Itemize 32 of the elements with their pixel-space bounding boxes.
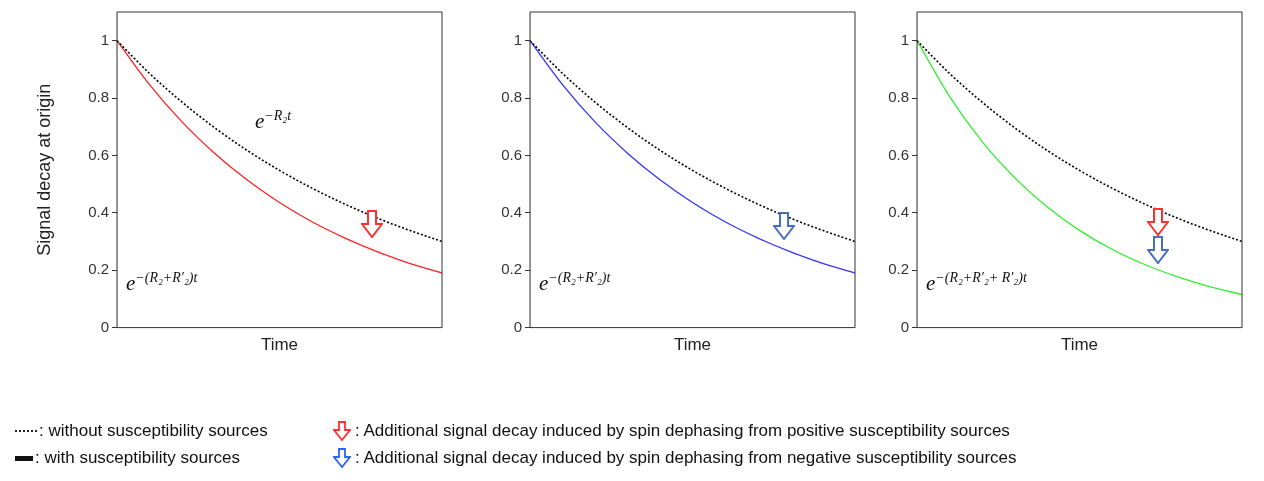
y-tick-label: 1	[513, 30, 522, 48]
text: : Additional signal decay induced by spin dephasing from positive susceptibility sources	[355, 421, 1010, 441]
x-axis-title: Time	[1060, 335, 1099, 355]
y-tick-label: 0.4	[888, 202, 909, 220]
y-tick-label: 0.2	[501, 260, 522, 278]
y-tick-label: 0.8	[88, 88, 109, 106]
y-tick-label: 0	[513, 317, 522, 335]
text: : without susceptibility sources	[39, 421, 268, 441]
text: : with susceptibility sources	[35, 448, 241, 468]
x-axis-title: Time	[260, 335, 299, 355]
y-tick-label: 0.2	[888, 260, 909, 278]
y-tick-label: 0	[100, 317, 109, 335]
y-tick-label: 0.8	[888, 88, 909, 106]
annotation: e$^{−(R₂+R′₂+ R′₂)t}$	[926, 270, 1027, 296]
y-tick-label: 0.6	[501, 145, 522, 163]
y-tick-label: 0	[900, 317, 909, 335]
line-series	[916, 40, 1243, 296]
y-tick-label: 0.4	[501, 202, 522, 220]
line-series	[916, 39, 1243, 243]
y-tick-label: 0.8	[501, 88, 522, 106]
annotation: e$^{−(R₂+R′₂)t}$	[539, 270, 611, 296]
y-tick-label: 0.2	[88, 260, 109, 278]
y-axis-title: Signal decay at origin	[33, 83, 54, 256]
annotation: e$^{−(R₂+R′₂)t}$	[126, 270, 198, 296]
annotation: e$^{−R₂t}$	[255, 108, 292, 134]
y-tick-label: 0.6	[88, 145, 109, 163]
x-axis-title: Time	[673, 335, 712, 355]
text: : Additional signal decay induced by spin dephasing from negative susceptibility sources	[355, 448, 1017, 468]
y-tick-label: 0.4	[88, 202, 109, 220]
y-tick-label: 1	[100, 30, 109, 48]
y-tick-label: 0.6	[888, 145, 909, 163]
y-tick-label: 1	[900, 30, 909, 48]
